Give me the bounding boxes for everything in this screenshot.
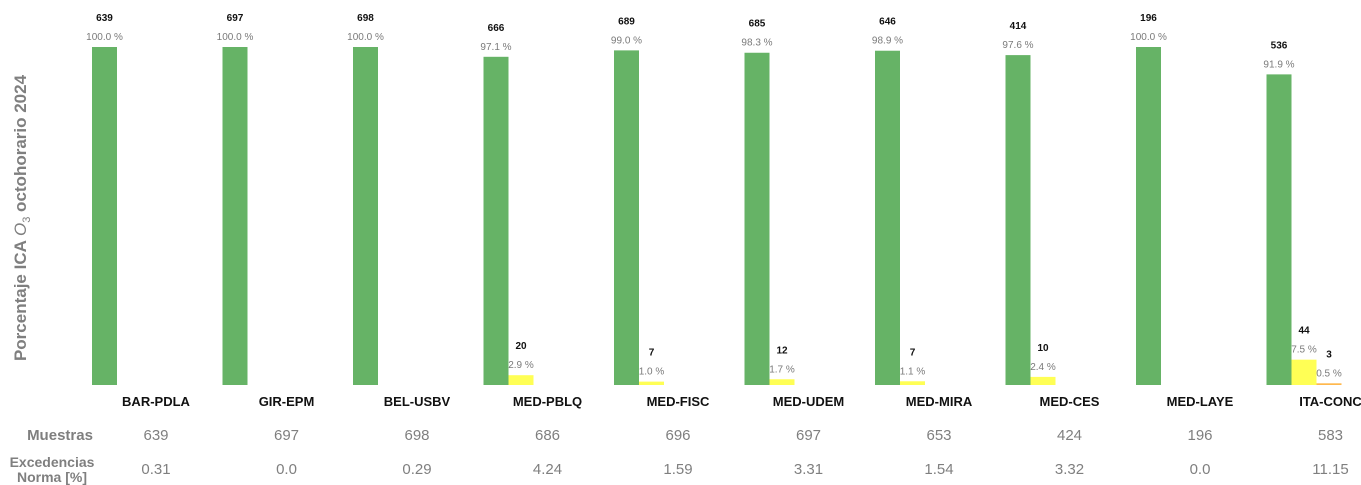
bar-med-udem-s1	[745, 53, 770, 385]
percent-label: 100.0 %	[347, 32, 384, 43]
bar-med-ces-s1	[1006, 55, 1031, 385]
percent-label: 98.3 %	[741, 38, 772, 49]
bar-med-pblq-s2	[509, 375, 534, 385]
table-cell-excedencias: 1.59	[628, 461, 728, 478]
table-row-label-muestras: Muestras	[8, 428, 112, 443]
percent-label: 0.5 %	[1316, 368, 1342, 379]
percent-label: 97.1 %	[480, 42, 511, 53]
percent-label: 91.9 %	[1263, 59, 1294, 70]
table-cell-muestras: 698	[367, 427, 467, 444]
percent-label: 98.9 %	[872, 36, 903, 47]
x-tick-label: MED-CES	[1040, 394, 1100, 409]
bar-med-fisc-s1	[614, 50, 639, 385]
table-cell-excedencias: 11.15	[1281, 461, 1361, 478]
table-cell-muestras: 686	[498, 427, 598, 444]
table-cell-excedencias: 3.31	[759, 461, 859, 478]
count-label: 689	[618, 16, 635, 27]
percent-label: 1.0 %	[639, 367, 665, 378]
count-label: 10	[1037, 343, 1049, 354]
table-row-label-excedencias-line1: Excedencias	[0, 455, 104, 470]
percent-label: 1.1 %	[900, 366, 926, 377]
count-label: 44	[1298, 326, 1310, 337]
x-tick-label: MED-FISC	[647, 394, 710, 409]
percent-label: 100.0 %	[217, 32, 254, 43]
bar-med-laye-s1	[1136, 47, 1161, 385]
table-cell-excedencias: 4.24	[498, 461, 598, 478]
count-label: 697	[227, 13, 244, 24]
count-label: 685	[749, 19, 766, 30]
bar-ita-conc-s3	[1317, 383, 1342, 385]
count-label: 12	[776, 345, 788, 356]
table-cell-muestras: 697	[237, 427, 337, 444]
table-cell-muestras: 196	[1150, 427, 1250, 444]
count-label: 639	[96, 13, 113, 24]
table-cell-muestras: 696	[628, 427, 728, 444]
table-cell-excedencias: 0.29	[367, 461, 467, 478]
count-label: 698	[357, 13, 374, 24]
bar-bar-pdla-s1	[92, 47, 117, 385]
percent-label: 99.0 %	[611, 35, 642, 46]
table-cell-excedencias: 0.0	[1150, 461, 1250, 478]
x-tick-label: ITA-CONC	[1299, 394, 1361, 409]
bar-med-pblq-s1	[484, 57, 509, 385]
x-tick-label: MED-LAYE	[1167, 394, 1234, 409]
table-cell-muestras: 653	[889, 427, 989, 444]
table-cell-excedencias: 0.0	[237, 461, 337, 478]
x-tick-label: MED-UDEM	[773, 394, 845, 409]
percent-label: 100.0 %	[86, 32, 123, 43]
percent-label: 100.0 %	[1130, 32, 1167, 43]
percent-label: 2.9 %	[508, 360, 534, 371]
bar-bel-usbv-s1	[353, 47, 378, 385]
x-tick-label: GIR-EPM	[259, 394, 315, 409]
table-row-label-excedencias: Excedencias Norma [%]	[0, 455, 104, 485]
table-cell-muestras: 424	[1020, 427, 1120, 444]
bar-med-udem-s2	[770, 379, 795, 385]
bar-gir-epm-s1	[223, 47, 248, 385]
y-axis-label-suffix: octohorario 2024	[11, 75, 30, 217]
count-label: 646	[879, 17, 896, 28]
percent-label: 2.4 %	[1030, 362, 1056, 373]
x-tick-label: BEL-USBV	[384, 394, 451, 409]
y-axis-label-prefix: Porcentaje ICA	[11, 236, 30, 361]
table-cell-excedencias: 3.32	[1020, 461, 1120, 478]
count-label: 20	[515, 341, 527, 352]
count-label: 7	[649, 348, 655, 359]
percent-label: 97.6 %	[1002, 40, 1033, 51]
percent-label: 1.7 %	[769, 364, 795, 375]
bar-ita-conc-s2	[1292, 360, 1317, 385]
x-tick-label: BAR-PDLA	[122, 394, 190, 409]
y-axis-label-species: O3	[11, 217, 30, 236]
count-label: 196	[1140, 13, 1157, 24]
bar-med-fisc-s2	[639, 382, 664, 385]
y-axis-label: Porcentaje ICA O3 octohorario 2024	[11, 75, 33, 361]
count-label: 7	[910, 347, 916, 358]
count-label: 3	[1326, 349, 1332, 360]
count-label: 536	[1271, 40, 1288, 51]
bar-med-ces-s2	[1031, 377, 1056, 385]
x-tick-label: MED-PBLQ	[513, 394, 582, 409]
count-label: 414	[1010, 21, 1027, 32]
bar-med-mira-s2	[900, 381, 925, 385]
bar-ita-conc-s1	[1267, 74, 1292, 385]
x-tick-label: MED-MIRA	[906, 394, 973, 409]
table-cell-muestras: 639	[106, 427, 206, 444]
count-label: 666	[488, 23, 505, 34]
table-cell-muestras: 697	[759, 427, 859, 444]
percent-label: 7.5 %	[1291, 345, 1317, 356]
bar-med-mira-s1	[875, 51, 900, 385]
y-axis-label-subscript: 3	[21, 217, 33, 223]
table-cell-excedencias: 0.31	[106, 461, 206, 478]
table-cell-excedencias: 1.54	[889, 461, 989, 478]
table-row-label-excedencias-line2: Norma [%]	[0, 470, 104, 485]
table-cell-muestras: 583	[1281, 427, 1361, 444]
